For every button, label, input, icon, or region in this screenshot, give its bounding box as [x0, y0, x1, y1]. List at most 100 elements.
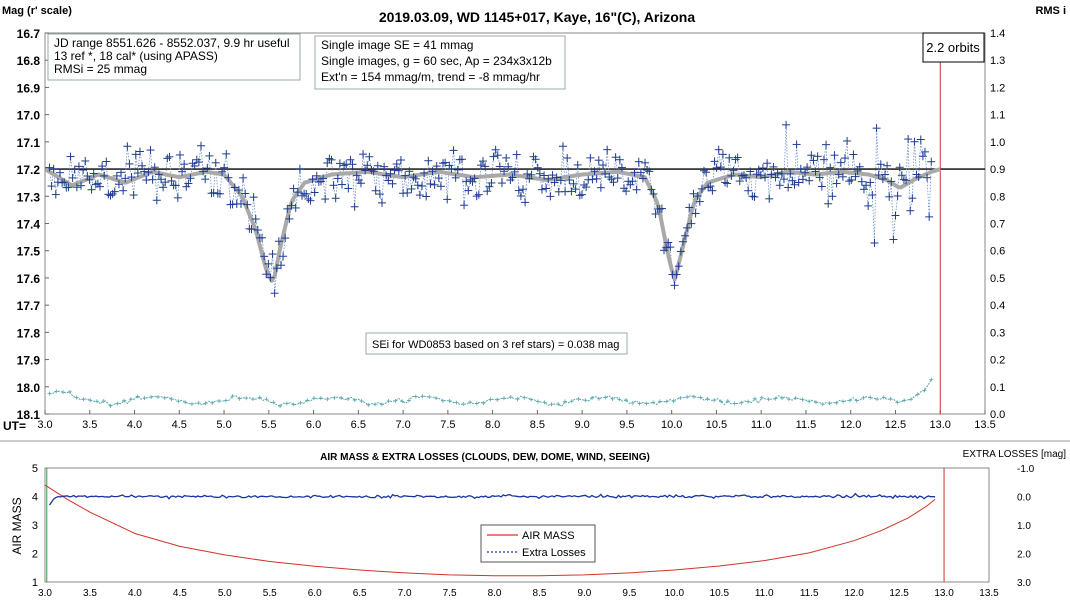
target-point — [157, 175, 166, 184]
top-y2-tick-label: 0.4 — [990, 300, 1005, 312]
target-point — [735, 177, 744, 186]
rms-point — [440, 398, 445, 403]
target-point — [91, 180, 100, 189]
legend-airmass-label: AIR MASS — [522, 530, 575, 542]
top-x-tick-label: 13.0 — [930, 419, 951, 431]
target-point — [809, 156, 818, 165]
rms-point — [847, 398, 852, 403]
rms-point — [610, 396, 615, 401]
rms-point — [644, 401, 649, 406]
rms-point — [793, 396, 798, 401]
rms-point — [719, 399, 724, 404]
target-point — [392, 160, 401, 169]
bottom-x-tick-label: 7.5 — [443, 588, 457, 599]
target-point — [131, 150, 140, 159]
target-point — [443, 195, 452, 204]
target-point — [918, 152, 927, 161]
target-point — [148, 175, 157, 184]
rms-point — [495, 397, 500, 402]
info-box-1-line-1: JD range 8551.626 - 8552.037, 9.9 hr use… — [54, 36, 290, 50]
rms-point — [685, 395, 690, 400]
rms-point — [183, 400, 188, 405]
target-point — [85, 175, 94, 184]
bottom-chart: AIR MASS & EXTRA LOSSES (CLOUDS, DEW, DO… — [10, 449, 1066, 599]
target-point — [432, 162, 441, 171]
target-point — [832, 179, 841, 188]
target-point — [878, 175, 887, 184]
rms-point — [488, 397, 493, 402]
target-point — [325, 154, 334, 163]
rms-point — [284, 401, 289, 406]
target-point — [706, 182, 715, 191]
target-point — [230, 183, 239, 192]
target-point — [289, 184, 298, 193]
info-box-2-line-1: Single image SE = 41 mmag — [321, 38, 473, 52]
target-point — [281, 234, 290, 243]
target-point — [704, 183, 713, 192]
top-x-tick-label: 9.0 — [574, 419, 589, 431]
top-y2-axis-label: RMS i — [1035, 5, 1066, 17]
target-point — [302, 189, 311, 198]
bottom-x-tick-label: 4.0 — [128, 588, 142, 599]
target-point — [916, 135, 925, 144]
target-point — [114, 180, 123, 189]
target-point — [348, 160, 357, 169]
rms-point — [569, 399, 574, 404]
target-point — [258, 233, 267, 242]
top-y2-tick-label: 0.8 — [990, 191, 1005, 203]
target-point — [685, 203, 694, 212]
target-point — [563, 153, 572, 162]
target-point — [651, 210, 660, 219]
target-point — [676, 247, 685, 256]
bottom-x-tick-label: 3.0 — [38, 588, 52, 599]
target-point — [691, 209, 700, 218]
rms-point — [875, 397, 880, 402]
target-point — [95, 182, 104, 191]
target-point — [466, 175, 475, 184]
bottom-x-tick-label: 13.0 — [934, 588, 954, 599]
target-point — [645, 167, 654, 176]
target-point — [287, 201, 296, 210]
target-point — [135, 147, 144, 156]
target-point — [782, 120, 791, 129]
info-box-1 — [47, 33, 301, 81]
target-point — [186, 174, 195, 183]
target-point — [548, 171, 557, 180]
target-point — [866, 178, 875, 187]
target-point — [279, 252, 288, 261]
target-point — [405, 167, 414, 176]
target-point — [598, 161, 607, 170]
rms-point — [413, 394, 418, 399]
target-point — [801, 168, 810, 177]
target-point — [375, 190, 384, 199]
target-point — [636, 168, 645, 177]
target-point — [417, 182, 426, 191]
target-point — [441, 158, 450, 167]
target-point — [272, 264, 281, 273]
top-x-tick-label: 10.5 — [706, 419, 727, 431]
extra-losses-line — [48, 492, 936, 506]
target-point — [603, 145, 612, 154]
target-point — [716, 163, 725, 172]
target-point — [689, 189, 698, 198]
target-point — [666, 243, 675, 252]
target-point — [344, 184, 353, 193]
target-point — [771, 173, 780, 182]
rms-point — [454, 400, 459, 405]
rms-point — [827, 401, 832, 406]
target-point — [565, 175, 574, 184]
target-point — [792, 140, 801, 149]
rms-point — [725, 399, 730, 404]
target-point — [449, 146, 458, 155]
target-point — [163, 154, 172, 163]
rms-point — [122, 398, 127, 403]
target-point — [834, 170, 843, 179]
rms-point — [759, 395, 764, 400]
rms-point — [603, 395, 608, 400]
rms-point — [230, 394, 235, 399]
top-y2-tick-label: 1.2 — [990, 82, 1005, 94]
rms-point — [298, 400, 303, 405]
target-point — [260, 252, 269, 261]
rms-point — [468, 400, 473, 405]
target-point — [350, 202, 359, 211]
